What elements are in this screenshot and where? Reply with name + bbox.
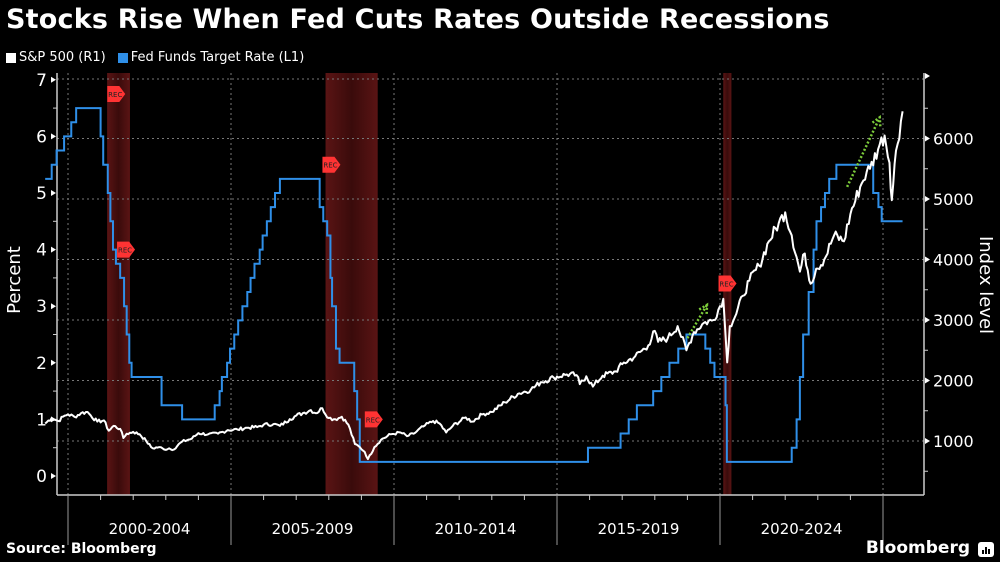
- tick-label-left: 2: [36, 354, 47, 374]
- bloomberg-chart-icon: [978, 542, 994, 557]
- legend-item-sp500: S&P 500 (R1): [6, 50, 106, 65]
- trend-arrow: [686, 304, 709, 339]
- tick-label-left: 4: [36, 241, 47, 261]
- tick-mark-left: [51, 359, 56, 366]
- legend-item-fed-rate: Fed Funds Target Rate (L1): [117, 50, 305, 65]
- tick-mark-right: [925, 256, 930, 263]
- tick-mark-right: [925, 73, 930, 79]
- tick-label-x: 2015-2019: [598, 520, 680, 538]
- tick-label-left: 7: [36, 71, 47, 91]
- tick-mark-left: [51, 246, 56, 253]
- trend-arrow: [846, 116, 881, 188]
- recession-band: [107, 73, 130, 495]
- tick-label-left: 3: [36, 297, 47, 317]
- tick-label-left: 5: [36, 184, 47, 204]
- tick-label-right: 5000: [933, 190, 974, 209]
- rec-marker-label: REC: [366, 416, 380, 424]
- rec-marker-label: REC: [323, 162, 337, 170]
- legend-swatch-fed-rate: [117, 52, 128, 63]
- y-axis-right-label: Index level: [975, 236, 996, 334]
- legend-label-sp500: S&P 500 (R1): [19, 50, 106, 65]
- tick-label-right: 1000: [933, 432, 974, 451]
- rec-marker-shape: [718, 275, 737, 292]
- chart-title: Stocks Rise When Fed Cuts Rates Outside …: [6, 4, 830, 35]
- rec-marker-shape: [322, 156, 341, 173]
- tick-label-x: 2020-2024: [761, 520, 843, 538]
- y-axis-left-label: Percent: [4, 246, 25, 314]
- tick-label-right: 2000: [933, 372, 974, 391]
- tick-mark-right: [925, 377, 930, 384]
- tick-label-left: 0: [36, 467, 47, 487]
- rec-marker-shape: [117, 241, 136, 258]
- source-note: Source: Bloomberg: [6, 541, 157, 557]
- legend-swatch-sp500: [6, 52, 16, 63]
- tick-mark-left: [51, 473, 56, 479]
- brand-logo-text: Bloomberg: [865, 538, 970, 558]
- rec-marker: REC: [718, 275, 737, 292]
- series-line-fed-rate: [45, 107, 903, 463]
- tick-label-left: 1: [36, 410, 47, 430]
- rec-marker-label: REC: [118, 247, 132, 255]
- tick-mark-left: [51, 190, 56, 196]
- tick-label-x: 2005-2009: [272, 520, 354, 538]
- tick-mark-right: [925, 317, 930, 323]
- rec-marker-shape: [107, 85, 126, 102]
- legend: S&P 500 (R1) Fed Funds Target Rate (L1): [6, 50, 304, 65]
- rec-marker-label: REC: [719, 281, 733, 289]
- rec-marker: REC: [117, 241, 136, 258]
- trend-arrow-head: [698, 302, 709, 314]
- rec-marker: REC: [364, 411, 383, 428]
- rec-marker-shape: [364, 411, 383, 428]
- rec-marker: REC: [107, 85, 126, 102]
- tick-mark-left: [51, 76, 56, 83]
- tick-mark-left: [51, 133, 56, 140]
- tick-label-right: 4000: [933, 251, 974, 270]
- tick-mark-right: [925, 196, 930, 202]
- rec-marker-label: REC: [108, 91, 122, 99]
- trend-arrow-head: [871, 114, 882, 127]
- tick-mark-right: [925, 438, 930, 444]
- tick-label-x: 2010-2014: [435, 520, 517, 538]
- legend-label-fed-rate: Fed Funds Target Rate (L1): [130, 50, 305, 65]
- tick-label-x: 2000-2004: [109, 520, 191, 538]
- tick-label-right: 3000: [933, 311, 974, 330]
- tick-mark-right: [925, 135, 930, 142]
- tick-label-left: 6: [36, 127, 47, 147]
- rec-marker: REC: [322, 156, 341, 173]
- series-line-sp500: [44, 111, 904, 461]
- tick-mark-left: [51, 303, 56, 310]
- tick-label-right: 6000: [933, 130, 974, 149]
